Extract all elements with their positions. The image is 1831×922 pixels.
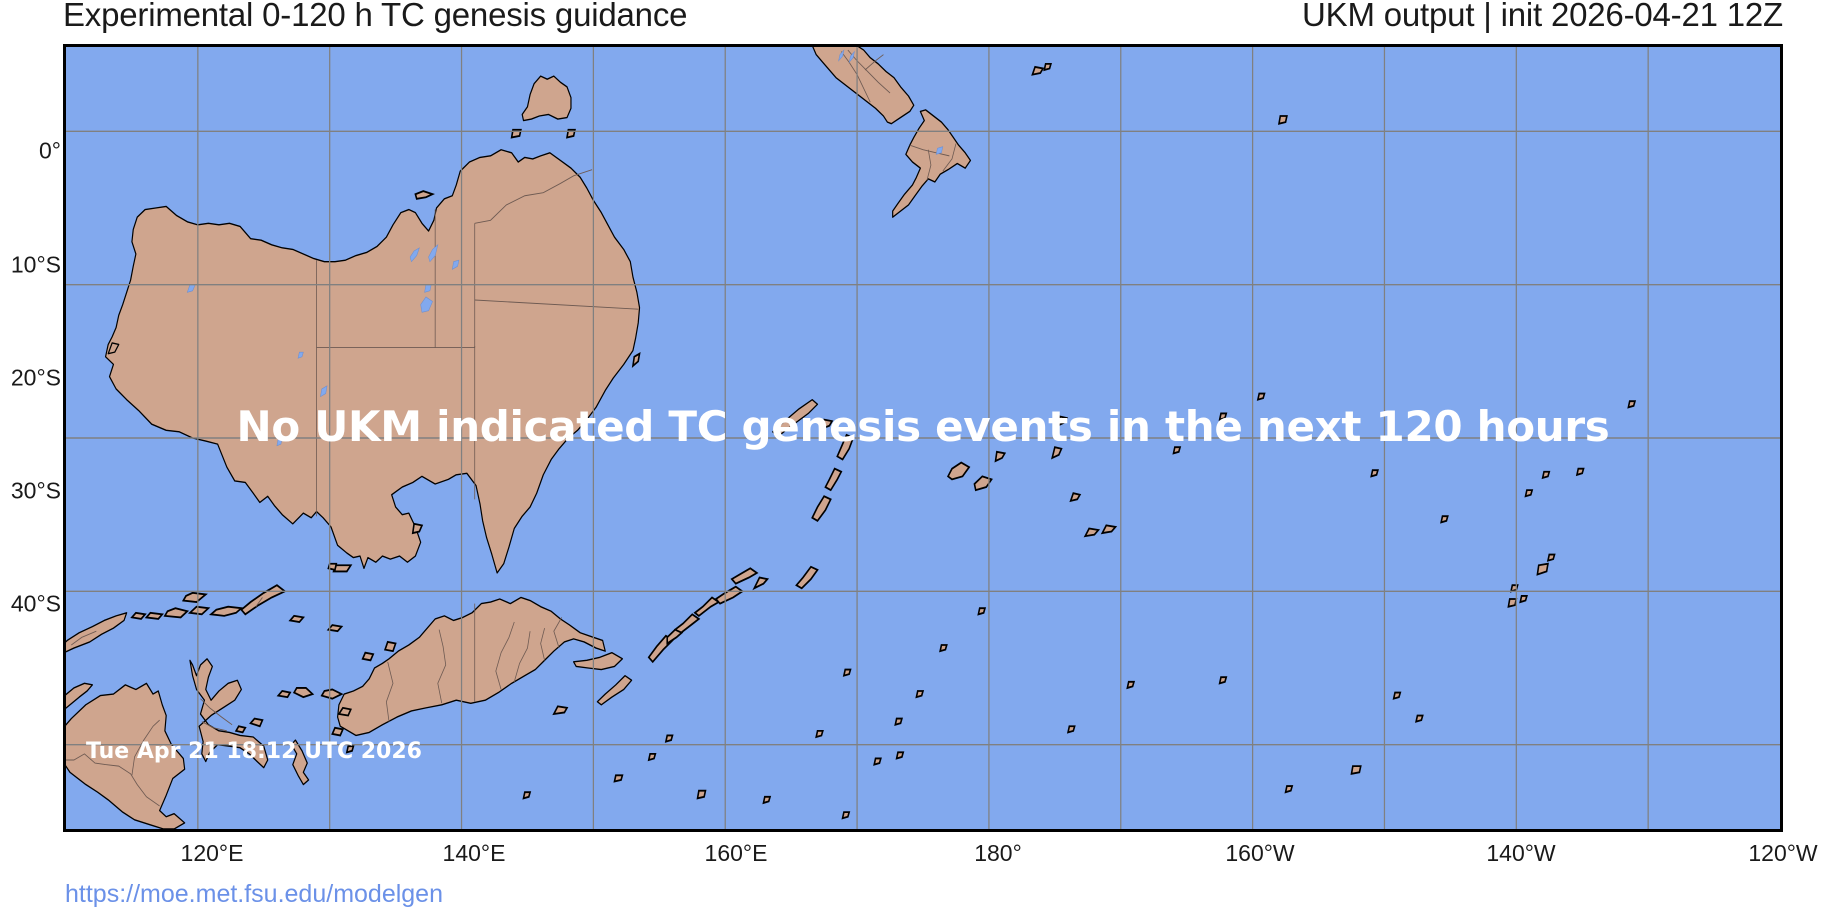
- x-tick-label: 180°: [974, 840, 1022, 866]
- y-tick-label: 10°S: [10, 251, 61, 278]
- model-init-label: UKM output | init 2026-04-21 12Z: [1302, 0, 1783, 33]
- y-tick-label: 40°S: [10, 590, 61, 617]
- source-url-link[interactable]: https://moe.met.fsu.edu/modelgen: [65, 880, 443, 908]
- x-tick-label: 160°W: [1225, 840, 1295, 866]
- x-tick-label: 140°W: [1486, 840, 1556, 866]
- map-plot-area[interactable]: .land{fill:#cfa58e;stroke:#000000;stroke…: [63, 44, 1783, 832]
- map-graphic: .land{fill:#cfa58e;stroke:#000000;stroke…: [66, 47, 1780, 829]
- y-tick-label: 20°S: [10, 364, 61, 391]
- header-bar: Experimental 0-120 h TC genesis guidance…: [0, 0, 1831, 40]
- y-tick-label: 0°: [39, 137, 61, 164]
- page-title: Experimental 0-120 h TC genesis guidance: [63, 0, 688, 33]
- plot-timestamp: Tue Apr 21 18:12 UTC 2026: [86, 739, 422, 764]
- x-tick-label: 120°E: [180, 840, 244, 866]
- y-tick-label: 30°S: [10, 477, 61, 504]
- map-gridlines: [66, 47, 1780, 829]
- x-tick-label: 120°W: [1748, 840, 1818, 866]
- x-tick-label: 140°E: [442, 840, 506, 866]
- genesis-status-message: No UKM indicated TC genesis events in th…: [236, 402, 1610, 451]
- x-tick-label: 160°E: [704, 840, 768, 866]
